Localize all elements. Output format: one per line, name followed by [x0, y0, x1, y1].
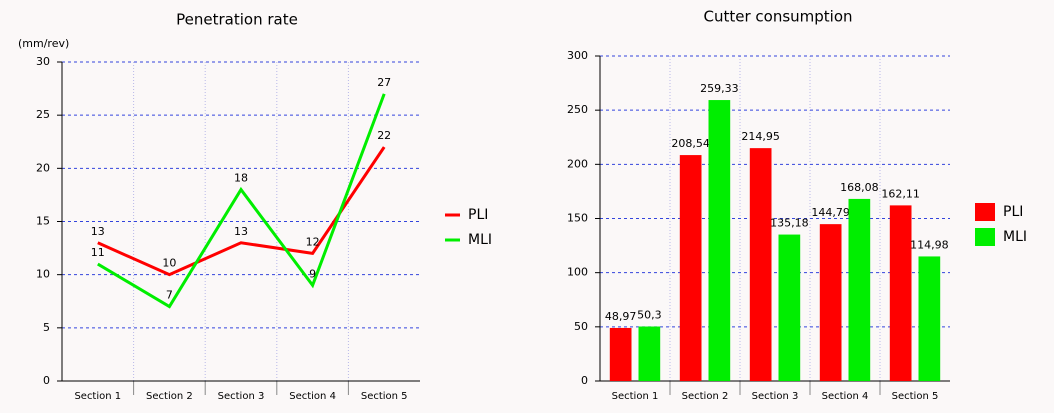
y-tick-label: 15 [36, 215, 50, 228]
x-tick-label: Section 3 [752, 391, 799, 402]
data-label: 208,54 [671, 137, 710, 150]
data-label: 10 [162, 257, 176, 270]
bar [609, 327, 632, 381]
legend-label: MLI [468, 232, 492, 248]
bar [708, 100, 731, 381]
bar [918, 256, 941, 381]
data-label: 214,95 [741, 130, 780, 143]
legend-swatch [975, 203, 995, 221]
data-label: 11 [91, 246, 105, 259]
data-label: 168,08 [840, 181, 879, 194]
x-tick-label: Section 1 [612, 391, 659, 402]
y-tick-label: 25 [36, 108, 50, 121]
bar [679, 155, 702, 381]
data-label: 18 [234, 172, 248, 185]
line-series [97, 93, 386, 309]
x-tick-label: Section 5 [892, 391, 939, 402]
y-tick-label: 150 [567, 212, 588, 225]
data-label: 27 [377, 76, 391, 89]
data-label: 12 [306, 235, 320, 248]
chart-title: Cutter consumption [703, 8, 852, 26]
data-label: 50,3 [637, 309, 662, 322]
data-label: 13 [91, 225, 105, 238]
legend-label: PLI [1003, 204, 1023, 220]
y-tick-label: 250 [567, 103, 588, 116]
y-tick-label: 100 [567, 266, 588, 279]
bar [749, 148, 772, 381]
x-tick-label: Section 2 [146, 391, 193, 402]
data-label: 22 [377, 129, 391, 142]
data-label: 9 [309, 267, 316, 280]
bar [638, 326, 661, 381]
y-axis-label: (mm/rev) [18, 37, 69, 50]
data-label: 135,18 [770, 217, 809, 230]
data-label: 144,79 [811, 206, 850, 219]
x-tick-label: Section 3 [218, 391, 265, 402]
legend-label: MLI [1003, 229, 1027, 245]
y-tick-label: 50 [574, 320, 588, 333]
data-label: 162,11 [881, 187, 920, 200]
legend-label: PLI [468, 207, 488, 223]
bar [848, 198, 871, 381]
data-label: 7 [166, 289, 173, 302]
data-label: 114,98 [910, 238, 949, 251]
y-tick-label: 30 [36, 55, 50, 68]
data-label: 48,97 [605, 310, 637, 323]
legend-swatch [975, 228, 995, 246]
x-tick-label: Section 1 [74, 391, 121, 402]
y-tick-label: 200 [567, 157, 588, 170]
y-tick-label: 20 [36, 161, 50, 174]
bar [819, 224, 842, 381]
data-label: 13 [234, 225, 248, 238]
y-tick-label: 0 [581, 374, 588, 387]
y-tick-label: 300 [567, 49, 588, 62]
bar [778, 234, 801, 381]
bar [889, 205, 912, 381]
x-tick-label: Section 4 [822, 391, 869, 402]
data-label: 259,33 [700, 82, 739, 95]
x-tick-label: Section 2 [682, 391, 729, 402]
y-tick-label: 10 [36, 268, 50, 281]
chart-title: Penetration rate [176, 11, 298, 29]
y-tick-label: 0 [43, 374, 50, 387]
x-tick-label: Section 5 [361, 391, 408, 402]
y-tick-label: 5 [43, 321, 50, 334]
x-tick-label: Section 4 [289, 391, 336, 402]
